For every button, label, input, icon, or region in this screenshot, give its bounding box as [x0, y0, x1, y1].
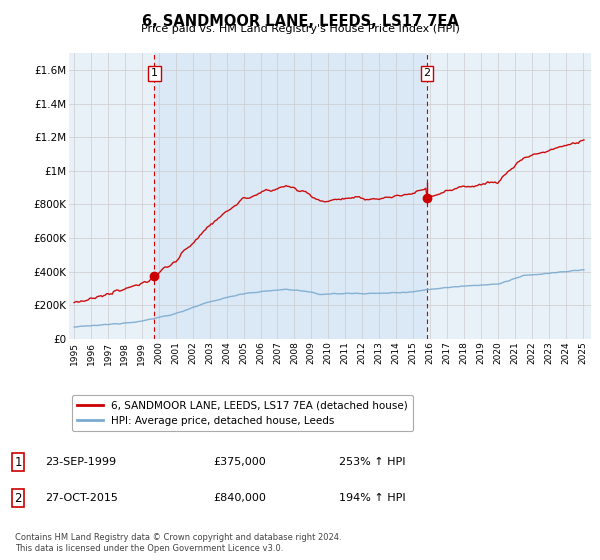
Text: £840,000: £840,000: [213, 493, 266, 503]
Text: 2: 2: [14, 492, 22, 505]
Text: 253% ↑ HPI: 253% ↑ HPI: [339, 457, 406, 467]
Text: 23-SEP-1999: 23-SEP-1999: [45, 457, 116, 467]
Text: 194% ↑ HPI: 194% ↑ HPI: [339, 493, 406, 503]
Text: 27-OCT-2015: 27-OCT-2015: [45, 493, 118, 503]
Text: 6, SANDMOOR LANE, LEEDS, LS17 7EA: 6, SANDMOOR LANE, LEEDS, LS17 7EA: [142, 14, 458, 29]
Legend: 6, SANDMOOR LANE, LEEDS, LS17 7EA (detached house), HPI: Average price, detached: 6, SANDMOOR LANE, LEEDS, LS17 7EA (detac…: [71, 395, 413, 431]
Text: Price paid vs. HM Land Registry's House Price Index (HPI): Price paid vs. HM Land Registry's House …: [140, 24, 460, 34]
Bar: [154, 53, 427, 339]
Text: Contains HM Land Registry data © Crown copyright and database right 2024.
This d: Contains HM Land Registry data © Crown c…: [15, 533, 341, 553]
Text: £375,000: £375,000: [213, 457, 266, 467]
Text: 1: 1: [151, 68, 158, 78]
Text: 2: 2: [424, 68, 431, 78]
Text: 1: 1: [14, 455, 22, 469]
